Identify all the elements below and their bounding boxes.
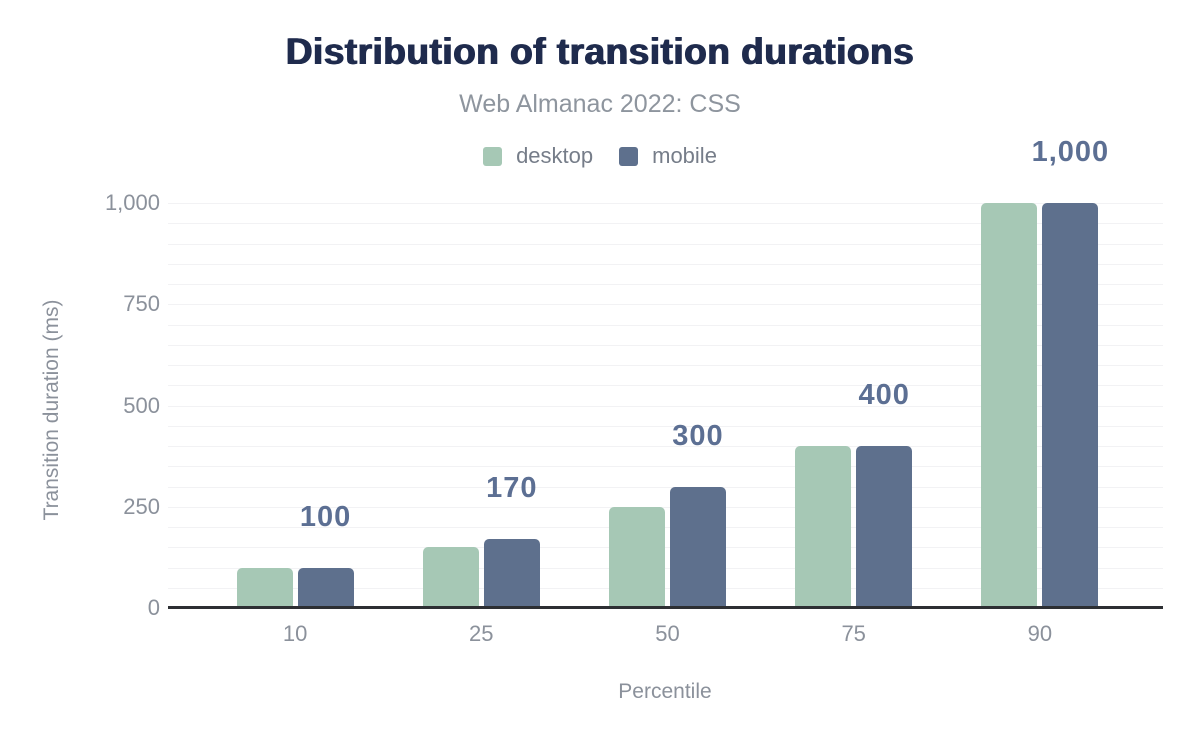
gridline-900 bbox=[168, 243, 1163, 245]
gridline-950 bbox=[168, 223, 1163, 225]
gridline-700 bbox=[168, 324, 1163, 326]
gridline-200 bbox=[168, 527, 1163, 528]
bar-desktop-p90 bbox=[981, 203, 1038, 608]
gridline-350 bbox=[168, 466, 1163, 468]
legend-item-desktop: desktop bbox=[483, 143, 593, 169]
x-axis-title: Percentile bbox=[618, 680, 712, 703]
gridline-1000 bbox=[168, 203, 1163, 204]
value-label-p90: 1,000 bbox=[1031, 136, 1110, 168]
plot-area: 100 170 300 400 1,000 bbox=[168, 137, 1163, 609]
y-tick-500: 500 bbox=[123, 392, 160, 418]
x-tick-25: 25 bbox=[469, 621, 494, 646]
mobile-swatch-icon bbox=[619, 146, 639, 166]
x-axis-line bbox=[168, 606, 1163, 609]
value-label-p25: 170 bbox=[486, 472, 538, 505]
x-tick-75: 75 bbox=[841, 621, 866, 646]
bar-desktop-p10 bbox=[236, 567, 293, 608]
gridline-400 bbox=[168, 446, 1163, 447]
y-tick-750: 750 bbox=[123, 291, 160, 317]
bar-mobile-p90 bbox=[1042, 203, 1099, 608]
x-tick-10: 10 bbox=[282, 621, 308, 646]
gridline-800 bbox=[168, 284, 1163, 285]
legend-label-desktop: desktop bbox=[516, 143, 594, 168]
gridline-550 bbox=[168, 385, 1163, 387]
chart-subtitle: Web Almanac 2022: CSS bbox=[459, 90, 741, 118]
gridline-300 bbox=[168, 486, 1163, 488]
y-tick-0: 0 bbox=[147, 595, 160, 620]
gridline-250 bbox=[168, 506, 1163, 508]
bar-desktop-p25 bbox=[422, 547, 479, 608]
bar-mobile-p10 bbox=[297, 567, 354, 608]
value-label-p10: 100 bbox=[299, 500, 352, 533]
gridline-500 bbox=[168, 405, 1163, 407]
gridline-150 bbox=[168, 547, 1163, 549]
bar-mobile-p25 bbox=[483, 539, 540, 608]
gridline-650 bbox=[168, 344, 1163, 346]
y-tick-1000: 1,000 bbox=[104, 190, 160, 215]
bar-mobile-p75 bbox=[856, 446, 913, 608]
bar-desktop-p50 bbox=[609, 506, 665, 608]
gridline-750 bbox=[168, 304, 1163, 306]
gridline-450 bbox=[168, 425, 1163, 427]
gridline-50 bbox=[168, 587, 1163, 589]
value-label-p50: 300 bbox=[672, 419, 724, 452]
gridline-600 bbox=[168, 365, 1163, 366]
desktop-swatch-icon bbox=[483, 146, 503, 166]
value-label-p75: 400 bbox=[858, 379, 910, 411]
chart-legend: desktop mobile bbox=[0, 143, 1200, 169]
legend-item-mobile: mobile bbox=[619, 143, 717, 169]
bar-mobile-p50 bbox=[670, 486, 726, 608]
bar-desktop-p75 bbox=[795, 446, 852, 608]
gridline-100 bbox=[168, 567, 1163, 569]
legend-label-mobile: mobile bbox=[652, 143, 717, 168]
chart-title: Distribution of transition durations bbox=[285, 31, 915, 72]
x-tick-50: 50 bbox=[655, 621, 680, 646]
y-tick-250: 250 bbox=[123, 493, 160, 519]
x-tick-90: 90 bbox=[1027, 621, 1053, 646]
gridline-850 bbox=[168, 263, 1163, 265]
